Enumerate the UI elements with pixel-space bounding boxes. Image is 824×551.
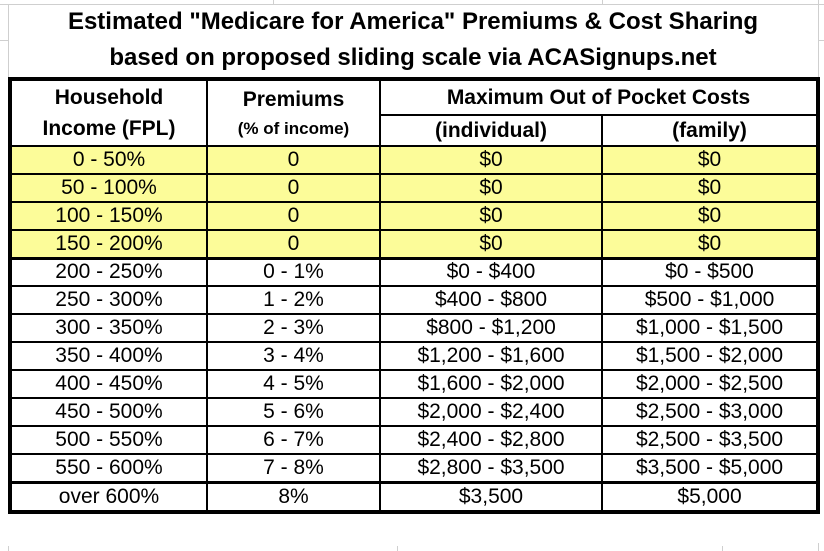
premium-cost-table: Household Income (FPL) Premiums (% of in… bbox=[8, 77, 821, 514]
oop-individual-cell: $0 bbox=[379, 201, 603, 231]
header-income-line2: Income (FPL) bbox=[42, 117, 176, 140]
gridline bbox=[818, 0, 819, 77]
income-cell: 50 - 100% bbox=[9, 173, 208, 203]
gridline bbox=[8, 546, 9, 551]
table-row: 100 - 150% 0 $0 $0 bbox=[9, 201, 820, 231]
table-row: 200 - 250% 0 - 1% $0 - $400 $0 - $500 bbox=[9, 256, 820, 287]
header-max-out-of-pocket: Maximum Out of Pocket Costs bbox=[378, 78, 820, 116]
premium-cell: 6 - 7% bbox=[206, 425, 381, 455]
table-row: 500 - 550% 6 - 7% $2,400 - $2,800 $2,500… bbox=[9, 425, 820, 455]
oop-individual-cell: $2,800 - $3,500 bbox=[379, 453, 603, 483]
header-premiums-subnote: (% of income) bbox=[237, 118, 350, 138]
premium-cell: 7 - 8% bbox=[206, 453, 381, 483]
gridline bbox=[0, 40, 8, 41]
header-family: (family) bbox=[600, 114, 820, 147]
oop-individual-cell: $1,200 - $1,600 bbox=[379, 341, 603, 371]
header-premiums: Premiums (% of income) bbox=[206, 78, 381, 147]
income-cell: 300 - 350% bbox=[9, 313, 208, 343]
gridline bbox=[8, 4, 9, 77]
oop-family-cell: $0 - $500 bbox=[600, 256, 820, 287]
income-cell: 400 - 450% bbox=[9, 369, 208, 399]
gridline bbox=[818, 543, 819, 551]
oop-individual-cell: $400 - $800 bbox=[379, 285, 603, 315]
oop-family-cell: $2,500 - $3,500 bbox=[600, 425, 820, 455]
income-cell: 200 - 250% bbox=[9, 256, 208, 287]
income-cell: 500 - 550% bbox=[9, 425, 208, 455]
oop-individual-cell: $3,500 bbox=[379, 480, 603, 513]
gridline bbox=[818, 40, 824, 41]
oop-individual-cell: $800 - $1,200 bbox=[379, 313, 603, 343]
oop-family-cell: $1,000 - $1,500 bbox=[600, 313, 820, 343]
income-cell: over 600% bbox=[9, 480, 208, 513]
table-header-row: Household Income (FPL) Premiums (% of in… bbox=[9, 78, 820, 147]
premium-cell: 5 - 6% bbox=[206, 397, 381, 427]
oop-individual-cell: $0 - $400 bbox=[379, 256, 603, 287]
premium-cell: 0 - 1% bbox=[206, 256, 381, 287]
oop-family-cell: $2,000 - $2,500 bbox=[600, 369, 820, 399]
oop-individual-cell: $1,600 - $2,000 bbox=[379, 369, 603, 399]
table-row: 0 - 50% 0 $0 $0 bbox=[9, 145, 820, 175]
oop-individual-cell: $0 bbox=[379, 173, 603, 203]
table-row: 450 - 500% 5 - 6% $2,000 - $2,400 $2,500… bbox=[9, 397, 820, 427]
oop-individual-cell: $2,400 - $2,800 bbox=[379, 425, 603, 455]
header-premiums-label: Premiums bbox=[242, 87, 345, 111]
premium-cell: 0 bbox=[206, 145, 381, 175]
table-row: over 600% 8% $3,500 $5,000 bbox=[9, 480, 820, 513]
chart-subtitle: based on proposed sliding scale via ACAS… bbox=[109, 44, 717, 71]
oop-individual-cell: $0 bbox=[379, 229, 603, 259]
premium-cell: 3 - 4% bbox=[206, 341, 381, 371]
table-row: 300 - 350% 2 - 3% $800 - $1,200 $1,000 -… bbox=[9, 313, 820, 343]
table-row: 150 - 200% 0 $0 $0 bbox=[9, 229, 820, 259]
income-cell: 550 - 600% bbox=[9, 453, 208, 483]
table-row: 400 - 450% 4 - 5% $1,600 - $2,000 $2,000… bbox=[9, 369, 820, 399]
oop-family-cell: $3,500 - $5,000 bbox=[600, 453, 820, 483]
premium-cell: 4 - 5% bbox=[206, 369, 381, 399]
gridline bbox=[722, 546, 723, 551]
oop-family-cell: $500 - $1,000 bbox=[600, 285, 820, 315]
oop-family-cell: $0 bbox=[600, 201, 820, 231]
oop-family-cell: $0 bbox=[600, 145, 820, 175]
oop-family-cell: $0 bbox=[600, 173, 820, 203]
income-cell: 250 - 300% bbox=[9, 285, 208, 315]
income-cell: 100 - 150% bbox=[9, 201, 208, 231]
oop-family-cell: $0 bbox=[600, 229, 820, 259]
income-cell: 0 - 50% bbox=[9, 145, 208, 175]
table-row: 550 - 600% 7 - 8% $2,800 - $3,500 $3,500… bbox=[9, 453, 820, 483]
premium-cell: 0 bbox=[206, 173, 381, 203]
gridline bbox=[273, 0, 274, 5]
income-cell: 150 - 200% bbox=[9, 229, 208, 259]
premium-cell: 0 bbox=[206, 201, 381, 231]
income-cell: 350 - 400% bbox=[9, 341, 208, 371]
oop-family-cell: $1,500 - $2,000 bbox=[600, 341, 820, 371]
income-cell: 450 - 500% bbox=[9, 397, 208, 427]
table-row: 50 - 100% 0 $0 $0 bbox=[9, 173, 820, 203]
gridline bbox=[602, 0, 603, 5]
header-household-income: Household Income (FPL) bbox=[9, 78, 208, 147]
header-income-line1: Household bbox=[54, 86, 164, 109]
premium-cell: 0 bbox=[206, 229, 381, 259]
chart-title: Estimated "Medicare for America" Premium… bbox=[67, 8, 759, 35]
premium-cell: 2 - 3% bbox=[206, 313, 381, 343]
oop-family-cell: $2,500 - $3,000 bbox=[600, 397, 820, 427]
oop-family-cell: $5,000 bbox=[600, 480, 820, 513]
premium-cell: 8% bbox=[206, 480, 381, 513]
oop-individual-cell: $0 bbox=[379, 145, 603, 175]
gridline bbox=[397, 546, 398, 551]
premium-cell: 1 - 2% bbox=[206, 285, 381, 315]
table-row: 250 - 300% 1 - 2% $400 - $800 $500 - $1,… bbox=[9, 285, 820, 315]
table-subheader-row: (individual) (family) bbox=[10, 114, 820, 147]
table-row: 350 - 400% 3 - 4% $1,200 - $1,600 $1,500… bbox=[9, 341, 820, 371]
header-individual: (individual) bbox=[379, 114, 603, 147]
gridline bbox=[0, 4, 824, 5]
oop-individual-cell: $2,000 - $2,400 bbox=[379, 397, 603, 427]
